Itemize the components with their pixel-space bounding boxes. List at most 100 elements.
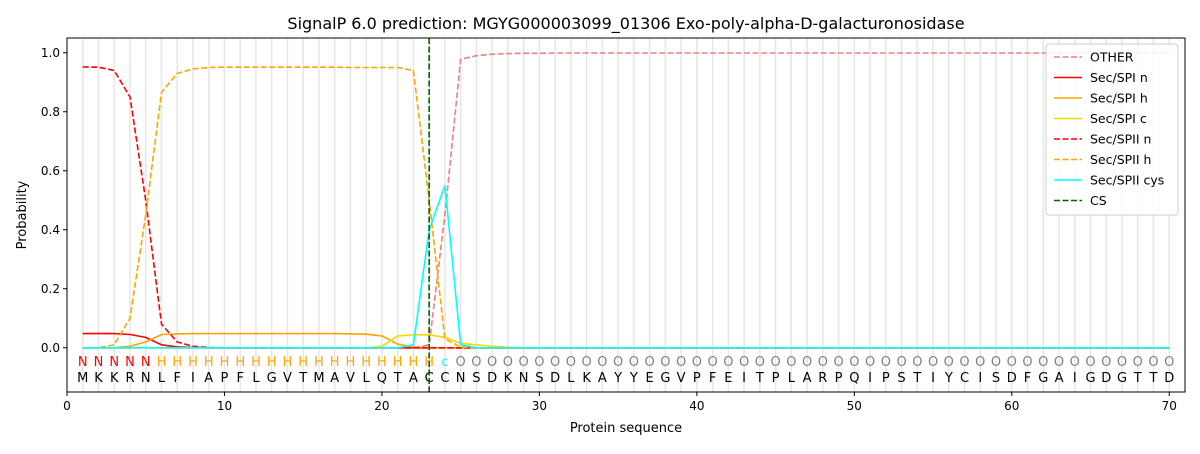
- region-label: O: [1164, 355, 1174, 370]
- residue-label: L: [363, 371, 371, 386]
- region-label: H: [393, 355, 403, 370]
- residue-label: K: [504, 371, 513, 386]
- y-tick-label: 0.4: [41, 223, 60, 237]
- residue-label: Q: [849, 371, 859, 386]
- residue-label: R: [125, 371, 134, 386]
- series-line-sec-spi-h: [82, 332, 1170, 349]
- residue-label: N: [141, 371, 151, 386]
- region-label: O: [1038, 355, 1048, 370]
- y-tick-label: 0.6: [41, 164, 60, 178]
- region-label: H: [330, 355, 340, 370]
- region-label: O: [739, 355, 749, 370]
- region-label: H: [188, 355, 198, 370]
- region-label: H: [251, 355, 261, 370]
- residue-label: V: [677, 371, 686, 386]
- residue-label: D: [1164, 371, 1174, 386]
- residue-label: T: [912, 371, 921, 386]
- residue-label: P: [882, 371, 890, 386]
- residue-label: Q: [377, 371, 387, 386]
- region-label: O: [692, 355, 702, 370]
- residue-label: Y: [944, 371, 953, 386]
- region-label: H: [172, 355, 182, 370]
- region-label: O: [471, 355, 481, 370]
- residue-label: N: [519, 371, 529, 386]
- region-label: N: [94, 355, 104, 370]
- residue-label: P: [221, 371, 229, 386]
- region-label: O: [818, 355, 828, 370]
- residue-label: D: [487, 371, 497, 386]
- region-label: H: [283, 355, 293, 370]
- region-label: O: [503, 355, 513, 370]
- x-axis-label: Protein sequence: [570, 421, 682, 436]
- region-label: O: [456, 355, 466, 370]
- region-label: H: [267, 355, 277, 370]
- y-axis-label: Probability: [15, 180, 30, 249]
- residue-label: I: [978, 371, 982, 386]
- region-label: O: [487, 355, 497, 370]
- region-label: N: [78, 355, 88, 370]
- x-tick-label: 70: [1162, 399, 1177, 413]
- residue-label: G: [1085, 371, 1095, 386]
- residue-label: T: [298, 371, 307, 386]
- legend-label: Sec/SPII n: [1090, 132, 1151, 147]
- region-label: O: [959, 355, 969, 370]
- residue-label: I: [191, 371, 195, 386]
- series-line-other: [82, 52, 1170, 349]
- residue-label: E: [724, 371, 732, 386]
- region-label: O: [755, 355, 765, 370]
- legend: OTHER Sec/SPI n Sec/SPI h Sec/SPI c Sec/SPII…: [1045, 43, 1179, 216]
- residue-label: S: [897, 371, 905, 386]
- region-label: O: [944, 355, 954, 370]
- y-tick-label: 0.8: [41, 105, 60, 119]
- residue-label: F: [173, 371, 180, 386]
- residue-label: T: [393, 371, 402, 386]
- region-label: O: [1133, 355, 1143, 370]
- series-line-sec-spi-n: [82, 332, 1170, 349]
- region-label: O: [865, 355, 875, 370]
- residue-label: P: [693, 371, 701, 386]
- residue-label: A: [330, 371, 339, 386]
- region-label: O: [676, 355, 686, 370]
- residue-label: I: [742, 371, 746, 386]
- region-label: N: [125, 355, 135, 370]
- series-line-sec-spii-n: [82, 66, 1170, 349]
- residue-label: A: [409, 371, 418, 386]
- residue-label: I: [868, 371, 872, 386]
- residue-label: E: [646, 371, 654, 386]
- legend-label: CS: [1090, 193, 1107, 208]
- x-tick-label: 0: [63, 399, 71, 413]
- region-label: O: [1117, 355, 1127, 370]
- legend-label: Sec/SPI c: [1090, 111, 1147, 126]
- residue-label: K: [582, 371, 591, 386]
- residue-label: S: [992, 371, 1000, 386]
- x-tick-label: 30: [532, 399, 547, 413]
- region-label: O: [896, 355, 906, 370]
- x-tick-label: 50: [847, 399, 862, 413]
- residue-label: I: [1073, 371, 1077, 386]
- region-label: O: [629, 355, 639, 370]
- region-label: H: [220, 355, 230, 370]
- residue-label: V: [346, 371, 355, 386]
- region-label: H: [235, 355, 245, 370]
- region-label: c: [441, 355, 448, 370]
- residue-label: D: [1101, 371, 1111, 386]
- legend-label: Sec/SPII h: [1090, 152, 1151, 167]
- x-tick-label: 60: [1004, 399, 1019, 413]
- region-label: O: [534, 355, 544, 370]
- region-label: O: [519, 355, 529, 370]
- series-line-sec-spii-cys: [82, 185, 1170, 349]
- region-label: O: [597, 355, 607, 370]
- region-label: O: [1101, 355, 1111, 370]
- residue-label: L: [567, 371, 575, 386]
- y-tick-label: 0.2: [41, 282, 60, 296]
- residue-label: A: [803, 371, 812, 386]
- residue-label: A: [204, 371, 213, 386]
- x-tick-label: 20: [374, 399, 389, 413]
- x-tick-label: 40: [689, 399, 704, 413]
- y-tick-label: 0.0: [41, 341, 60, 355]
- residue-label: T: [755, 371, 764, 386]
- region-label: O: [613, 355, 623, 370]
- residue-label: N: [456, 371, 466, 386]
- residue-label: P: [772, 371, 780, 386]
